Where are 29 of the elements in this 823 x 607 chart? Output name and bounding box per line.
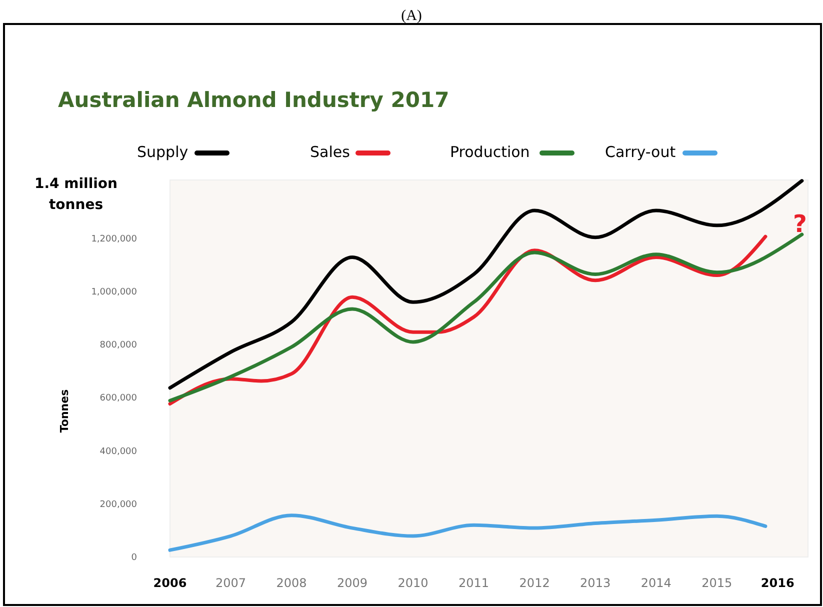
x-tick-label: 2010	[398, 576, 428, 590]
text: (A)	[401, 8, 422, 24]
legend-label: Supply	[137, 143, 188, 161]
y-axis-title: Tonnes	[58, 388, 71, 433]
line-series	[168, 514, 768, 552]
y-tick-label: 1,000,000	[91, 288, 138, 298]
x-tick-label: 2006	[153, 576, 187, 590]
x-tick-label: 2015	[702, 576, 732, 590]
x-tick-label: 2016	[760, 576, 794, 590]
legend-label: Production	[450, 143, 530, 161]
y-tick-label: 0	[131, 553, 138, 563]
chart-title: Australian Almond Industry 2017	[58, 88, 450, 112]
x-tick-label: 2012	[519, 576, 550, 590]
line-series	[168, 179, 804, 390]
legend-label: Sales	[310, 143, 350, 161]
x-tick-label: 2008	[276, 576, 307, 590]
annotation: ?	[793, 210, 807, 238]
legend-label: Carry-out	[605, 143, 676, 161]
y-tick-label: 400,000	[100, 446, 138, 457]
x-tick-label: 2011	[458, 576, 490, 590]
y-tick-label: 1,200,000	[91, 234, 138, 244]
x-tick-label: 2009	[337, 576, 368, 590]
y-tick-label: 600,000	[100, 394, 138, 404]
y-tick-label: 800,000	[100, 340, 138, 351]
y-tick-label: 200,000	[100, 500, 138, 510]
x-tick-label: 2013	[580, 576, 611, 590]
x-tick-label: 2014	[640, 576, 672, 590]
x-tick-label: 2007	[215, 576, 246, 590]
text: 1.4 million tonnes	[34, 176, 118, 213]
